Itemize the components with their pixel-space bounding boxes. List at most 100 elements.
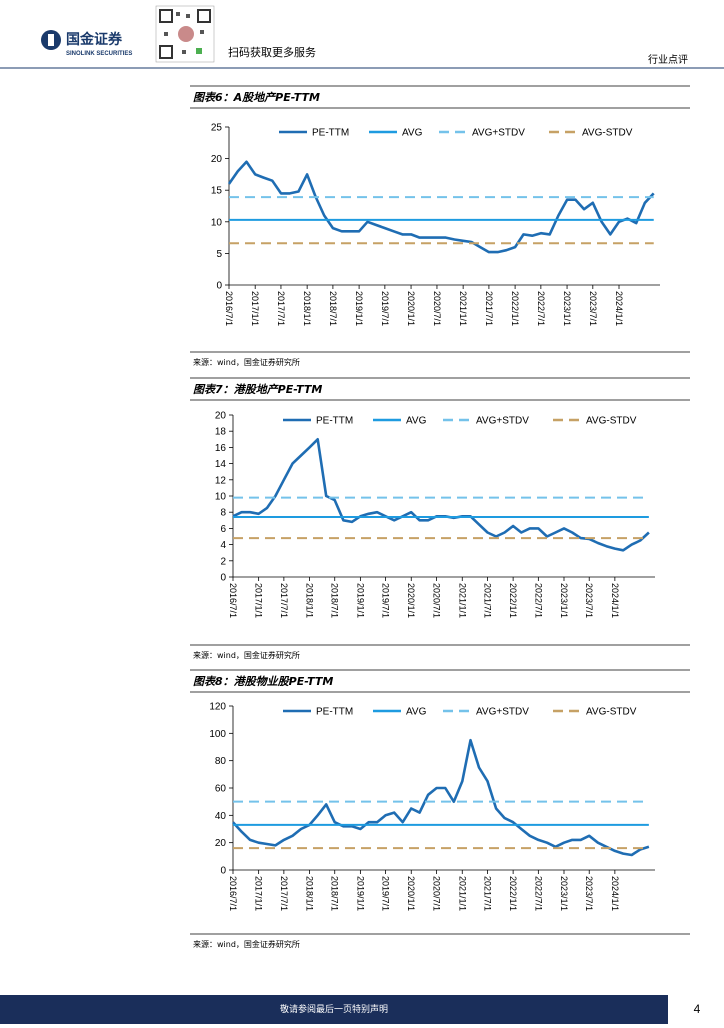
- legend-label: AVG-STDV: [582, 128, 633, 139]
- x-tick-label: 2022/7/1: [533, 876, 543, 911]
- y-tick-label: 20: [211, 154, 223, 165]
- pe-line: [232, 438, 650, 552]
- y-tick-label: 15: [211, 186, 223, 197]
- x-tick-label: 2017/7/1: [279, 876, 289, 911]
- x-tick-label: 2021/1/1: [458, 291, 468, 326]
- y-tick-label: 10: [215, 492, 227, 503]
- y-tick-label: 20: [215, 411, 227, 422]
- y-tick-label: 14: [215, 459, 227, 470]
- x-tick-label: 2022/1/1: [508, 876, 518, 911]
- x-tick-label: 2023/1/1: [559, 876, 569, 911]
- x-tick-label: 2023/1/1: [559, 583, 569, 618]
- x-tick-label: 2018/1/1: [302, 291, 312, 326]
- x-tick-label: 2017/7/1: [279, 583, 289, 618]
- y-tick-label: 20: [215, 838, 227, 849]
- y-tick-label: 100: [209, 729, 226, 740]
- x-tick-label: 2019/7/1: [380, 291, 390, 326]
- x-tick-label: 2016/7/1: [228, 583, 238, 618]
- y-tick-label: 12: [215, 475, 227, 486]
- x-tick-label: 2016/7/1: [224, 291, 234, 326]
- y-tick-label: 80: [215, 756, 227, 767]
- legend-label: AVG+STDV: [476, 416, 529, 427]
- legend-label: AVG-STDV: [586, 707, 637, 718]
- legend-label: AVG: [402, 128, 423, 139]
- x-tick-label: 2021/7/1: [482, 583, 492, 618]
- x-tick-label: 2024/1/1: [610, 876, 620, 911]
- x-tick-label: 2023/7/1: [584, 583, 594, 618]
- legend-label: PE-TTM: [316, 707, 353, 718]
- y-tick-label: 0: [220, 573, 226, 584]
- x-tick-label: 2023/1/1: [562, 291, 572, 326]
- x-tick-label: 2018/7/1: [328, 291, 338, 326]
- y-tick-label: 8: [220, 508, 226, 519]
- pe-line: [227, 160, 655, 254]
- y-tick-label: 2: [220, 556, 226, 567]
- qr-code: [155, 5, 215, 63]
- y-tick-label: 60: [215, 784, 227, 795]
- x-tick-label: 2020/1/1: [406, 876, 416, 911]
- y-tick-label: 40: [215, 811, 227, 822]
- figure-source: 来源：wind，国金证券研究所: [193, 939, 300, 949]
- x-tick-label: 2022/7/1: [533, 583, 543, 618]
- y-tick-label: 25: [211, 123, 223, 134]
- x-tick-label: 2018/7/1: [330, 876, 340, 911]
- legend-label: AVG+STDV: [476, 707, 529, 718]
- legend-label: AVG+STDV: [472, 128, 525, 139]
- y-tick-label: 6: [220, 524, 226, 535]
- x-tick-label: 2022/1/1: [510, 291, 520, 326]
- legend-label: AVG: [406, 416, 427, 427]
- figure-source: 来源：wind，国金证券研究所: [193, 357, 300, 367]
- x-tick-label: 2016/7/1: [228, 876, 238, 911]
- x-tick-label: 2017/1/1: [254, 876, 264, 911]
- x-tick-label: 2021/7/1: [482, 876, 492, 911]
- x-tick-label: 2021/7/1: [484, 291, 494, 326]
- x-tick-label: 2017/7/1: [276, 291, 286, 326]
- x-tick-label: 2017/1/1: [254, 583, 264, 618]
- section-label: 行业点评: [648, 53, 688, 66]
- y-tick-label: 0: [216, 281, 222, 292]
- x-tick-label: 2020/1/1: [406, 291, 416, 326]
- y-tick-label: 120: [209, 702, 226, 713]
- x-tick-label: 2020/1/1: [406, 583, 416, 618]
- legend-label: AVG-STDV: [586, 416, 637, 427]
- x-tick-label: 2024/1/1: [614, 291, 624, 326]
- x-tick-label: 2018/7/1: [330, 583, 340, 618]
- legend-label: PE-TTM: [312, 128, 349, 139]
- page-number: 4: [694, 1002, 701, 1016]
- x-tick-label: 2022/1/1: [508, 583, 518, 618]
- x-tick-label: 2021/1/1: [457, 876, 467, 911]
- y-tick-label: 4: [220, 540, 226, 551]
- y-tick-label: 0: [220, 866, 226, 877]
- legend-label: AVG: [406, 707, 427, 718]
- x-tick-label: 2019/1/1: [354, 291, 364, 326]
- qr-text: 扫码获取更多服务: [228, 45, 316, 59]
- y-tick-label: 10: [211, 217, 223, 228]
- x-tick-label: 2017/1/1: [250, 291, 260, 326]
- x-tick-label: 2022/7/1: [536, 291, 546, 326]
- figure-caption: 图表6：A股地产PE-TTM: [193, 91, 320, 104]
- x-tick-label: 2018/1/1: [305, 583, 315, 618]
- legend-label: PE-TTM: [316, 416, 353, 427]
- footer-notice: 敬请参阅最后一页特别声明: [280, 1003, 388, 1015]
- x-tick-label: 2024/1/1: [610, 583, 620, 618]
- footer-bar: [0, 995, 668, 1024]
- x-tick-label: 2019/1/1: [355, 876, 365, 911]
- x-tick-label: 2020/7/1: [432, 876, 442, 911]
- figure-source: 来源：wind，国金证券研究所: [193, 650, 300, 660]
- x-tick-label: 2023/7/1: [588, 291, 598, 326]
- x-tick-label: 2018/1/1: [305, 876, 315, 911]
- x-tick-label: 2023/7/1: [584, 876, 594, 911]
- y-tick-label: 18: [215, 427, 227, 438]
- pe-line: [232, 738, 650, 857]
- y-tick-label: 16: [215, 443, 227, 454]
- figure-caption: 图表7：港股地产PE-TTM: [193, 383, 322, 396]
- x-tick-label: 2021/1/1: [457, 583, 467, 618]
- x-tick-label: 2019/7/1: [381, 583, 391, 618]
- logo: 国金证券 SINOLINK SECURITIES: [41, 30, 132, 57]
- figure-caption: 图表8：港股物业股PE-TTM: [193, 675, 333, 688]
- x-tick-label: 2019/7/1: [381, 876, 391, 911]
- x-tick-label: 2020/7/1: [432, 583, 442, 618]
- logo-cn: 国金证券: [66, 31, 123, 48]
- x-tick-label: 2019/1/1: [355, 583, 365, 618]
